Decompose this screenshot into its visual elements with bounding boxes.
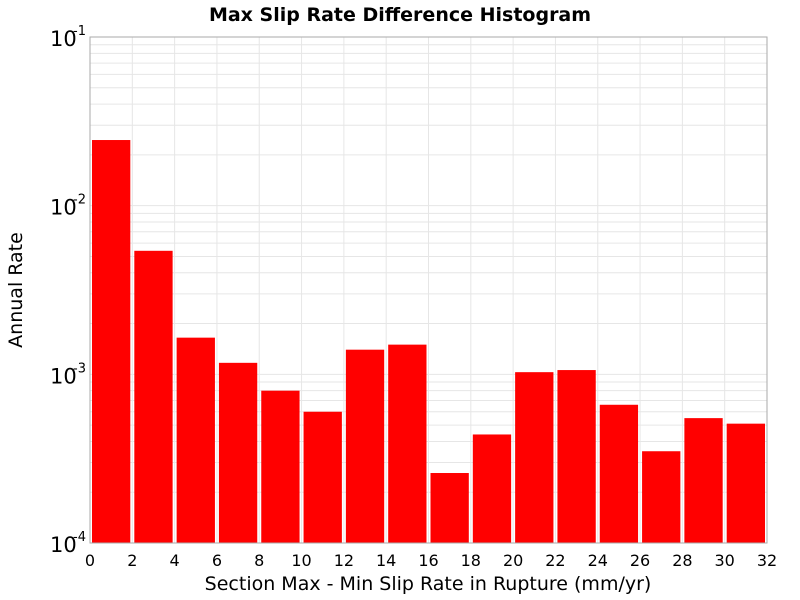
x-tick-label: 8 — [254, 551, 264, 570]
chart-title: Max Slip Rate Difference Histogram — [209, 4, 591, 26]
x-tick-label: 12 — [334, 551, 354, 570]
histogram-bar — [642, 451, 681, 543]
histogram-bar — [472, 434, 512, 543]
histogram-bar — [726, 423, 765, 543]
histogram-bar — [92, 140, 131, 543]
y-tick-base: 10 — [50, 196, 77, 220]
x-tick-label: 28 — [672, 551, 692, 570]
histogram-bar — [430, 473, 469, 543]
histogram-bar — [261, 390, 300, 543]
x-tick-label: 2 — [127, 551, 137, 570]
histogram-bar — [134, 250, 173, 543]
y-tick-exponent: -1 — [73, 24, 86, 39]
x-axis-label: Section Max - Min Slip Rate in Rupture (… — [205, 573, 652, 595]
y-tick-label: 10-4 — [50, 530, 86, 557]
y-tick-base: 10 — [50, 533, 77, 557]
x-tick-label: 26 — [630, 551, 650, 570]
y-tick-exponent: -2 — [73, 193, 86, 208]
x-tick-label: 16 — [418, 551, 438, 570]
plot-frame — [89, 36, 768, 544]
y-tick-label: 10-3 — [50, 361, 86, 388]
x-tick-label: 6 — [212, 551, 222, 570]
y-tick-label: 10-2 — [50, 193, 86, 220]
y-axis-label: Annual Rate — [5, 232, 27, 348]
x-tick-label: 0 — [85, 551, 95, 570]
histogram-bar — [176, 337, 215, 543]
x-tick-label: 22 — [545, 551, 565, 570]
x-tick-label: 18 — [461, 551, 481, 570]
bars — [92, 140, 765, 543]
x-tick-label: 24 — [588, 551, 608, 570]
x-axis-ticks: 0 2 4 6 8 10 12 14 16 18 20 22 24 26 28 30 32 — [85, 551, 777, 570]
x-tick-label: 10 — [291, 551, 311, 570]
histogram-bar — [218, 362, 258, 543]
histogram-bar — [557, 370, 596, 543]
y-tick-base: 10 — [50, 364, 77, 388]
histogram-bar — [388, 344, 427, 543]
x-tick-label: 20 — [503, 551, 523, 570]
histogram-bar — [515, 372, 554, 543]
y-tick-exponent: -4 — [73, 530, 86, 545]
histogram-bar — [303, 411, 342, 543]
x-tick-label: 14 — [376, 551, 396, 570]
x-tick-label: 30 — [715, 551, 735, 570]
x-tick-label: 4 — [170, 551, 180, 570]
histogram-bar — [684, 418, 723, 543]
histogram-bar — [345, 349, 385, 543]
y-axis-ticks: 10-410-310-210-1 — [50, 24, 86, 557]
x-tick-label: 32 — [757, 551, 777, 570]
histogram-bar — [599, 404, 639, 543]
y-tick-label: 10-1 — [50, 24, 86, 51]
y-tick-exponent: -3 — [73, 361, 86, 376]
y-tick-base: 10 — [50, 27, 77, 51]
